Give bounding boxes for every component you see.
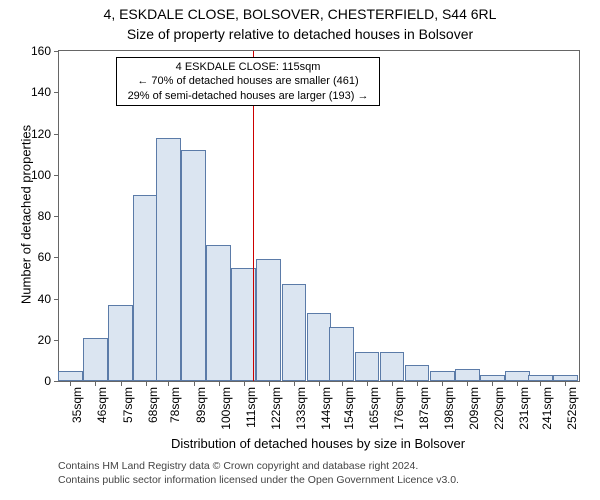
x-tick	[367, 381, 368, 386]
x-tick	[70, 381, 71, 386]
x-tick	[540, 381, 541, 386]
y-tick-label: 20	[38, 333, 51, 347]
x-tick	[194, 381, 195, 386]
x-tick	[492, 381, 493, 386]
histogram-bar	[405, 365, 430, 382]
histogram-bar	[455, 369, 480, 381]
histogram-bar	[528, 375, 553, 381]
y-tick	[54, 340, 59, 341]
y-tick-label: 0	[44, 374, 51, 388]
histogram-bar	[156, 138, 181, 381]
y-tick	[54, 134, 59, 135]
x-tick	[467, 381, 468, 386]
y-tick	[54, 381, 59, 382]
footer-line2: Contains public sector information licen…	[58, 474, 578, 488]
y-tick-label: 60	[38, 250, 51, 264]
y-tick-label: 120	[31, 127, 51, 141]
x-tick-label: 252sqm	[565, 387, 579, 430]
histogram-bar	[430, 371, 455, 381]
x-tick	[417, 381, 418, 386]
histogram-bar	[181, 150, 206, 381]
y-tick-label: 140	[31, 85, 51, 99]
histogram-bar	[133, 195, 158, 381]
x-tick-label: 165sqm	[367, 387, 381, 430]
x-tick	[442, 381, 443, 386]
histogram-bar	[329, 327, 354, 381]
x-tick	[269, 381, 270, 386]
x-tick-label: 57sqm	[121, 387, 135, 423]
histogram-bar	[355, 352, 380, 381]
x-tick-label: 187sqm	[417, 387, 431, 430]
histogram-bar	[505, 371, 530, 381]
y-tick-label: 160	[31, 44, 51, 58]
annotation-line2: ← 70% of detached houses are smaller (46…	[123, 74, 373, 88]
y-tick-label: 100	[31, 168, 51, 182]
histogram-bar	[307, 313, 332, 381]
annotation-line3: 29% of semi-detached houses are larger (…	[123, 89, 373, 103]
histogram-bar	[83, 338, 108, 381]
histogram-bar	[206, 245, 231, 381]
y-tick-label: 40	[38, 292, 51, 306]
footer-attribution: Contains HM Land Registry data © Crown c…	[58, 460, 578, 487]
x-tick-label: 241sqm	[540, 387, 554, 430]
y-tick	[54, 51, 59, 52]
x-tick	[342, 381, 343, 386]
x-tick	[565, 381, 566, 386]
y-tick	[54, 216, 59, 217]
x-tick-label: 220sqm	[492, 387, 506, 430]
x-tick-label: 144sqm	[319, 387, 333, 430]
x-tick-label: 111sqm	[244, 387, 258, 428]
x-tick-label: 209sqm	[467, 387, 481, 430]
page-title-subtitle: Size of property relative to detached ho…	[0, 26, 600, 42]
x-tick	[294, 381, 295, 386]
x-tick	[219, 381, 220, 386]
x-tick	[392, 381, 393, 386]
y-tick	[54, 92, 59, 93]
histogram-bar	[282, 284, 307, 381]
y-tick-label: 80	[38, 209, 51, 223]
x-tick-label: 133sqm	[294, 387, 308, 430]
x-tick-label: 35sqm	[70, 387, 84, 423]
x-tick	[244, 381, 245, 386]
x-tick	[168, 381, 169, 386]
histogram-bar	[480, 375, 505, 381]
x-tick-label: 198sqm	[442, 387, 456, 430]
histogram-bar	[256, 259, 281, 381]
histogram-plot: 02040608010012014016035sqm46sqm57sqm68sq…	[58, 50, 580, 382]
x-tick	[517, 381, 518, 386]
histogram-bar	[58, 371, 83, 381]
x-tick-label: 46sqm	[95, 387, 109, 423]
annotation-line1: 4 ESKDALE CLOSE: 115sqm	[123, 60, 373, 74]
footer-line1: Contains HM Land Registry data © Crown c…	[58, 460, 578, 474]
x-tick-label: 100sqm	[219, 387, 233, 430]
x-tick-label: 154sqm	[342, 387, 356, 430]
x-tick-label: 78sqm	[168, 387, 182, 423]
x-tick-label: 68sqm	[146, 387, 160, 423]
histogram-bar	[380, 352, 405, 381]
x-tick	[146, 381, 147, 386]
page-title-address: 4, ESKDALE CLOSE, BOLSOVER, CHESTERFIELD…	[0, 6, 600, 22]
y-tick	[54, 175, 59, 176]
y-tick	[54, 299, 59, 300]
y-tick	[54, 257, 59, 258]
x-tick-label: 122sqm	[269, 387, 283, 430]
x-tick-label: 176sqm	[392, 387, 406, 430]
x-tick	[319, 381, 320, 386]
histogram-bar	[553, 375, 578, 381]
histogram-bar	[108, 305, 133, 381]
x-axis-label: Distribution of detached houses by size …	[58, 436, 578, 451]
x-tick-label: 231sqm	[517, 387, 531, 430]
annotation-box: 4 ESKDALE CLOSE: 115sqm← 70% of detached…	[116, 57, 380, 106]
x-tick	[95, 381, 96, 386]
y-axis-label: Number of detached properties	[19, 115, 34, 315]
x-tick	[121, 381, 122, 386]
x-tick-label: 89sqm	[194, 387, 208, 423]
